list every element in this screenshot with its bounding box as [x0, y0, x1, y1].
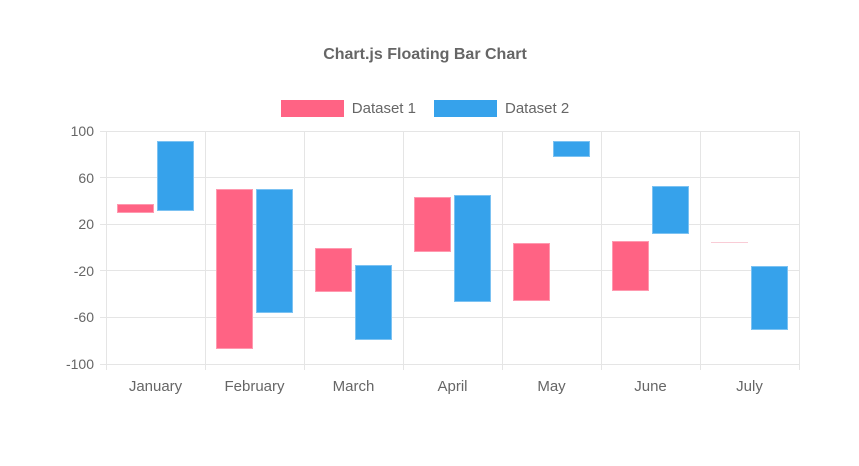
chart-title: Chart.js Floating Bar Chart [323, 46, 527, 63]
grid-line-v [600, 131, 602, 364]
legend-item-dataset-1[interactable]: Dataset 1 [280, 99, 416, 117]
x-axis-category-label: May [537, 378, 566, 395]
grid-line-v [699, 131, 701, 364]
bar-dataset1-february[interactable] [216, 189, 253, 349]
bar-dataset1-june[interactable] [612, 240, 649, 291]
grid-line-v [798, 131, 800, 364]
grid-line-v [501, 131, 503, 364]
legend-swatch-dataset-2[interactable] [434, 99, 497, 117]
y-axis-tick-label: 100 [70, 123, 94, 139]
bar-dataset1-may[interactable] [513, 242, 550, 302]
x-axis-category-label: February [224, 378, 285, 395]
bar-dataset2-february[interactable] [256, 189, 293, 313]
bar-dataset2-april[interactable] [454, 195, 491, 303]
grid-line-v [303, 131, 305, 364]
x-axis-category-label: January [128, 378, 183, 395]
legend-label-dataset-2: Dataset 2 [505, 99, 570, 117]
grid-line-v [402, 131, 404, 364]
y-axis-tick-label: -20 [73, 262, 94, 279]
grid-line-h [106, 363, 799, 365]
bar-dataset1-april[interactable] [414, 197, 451, 253]
y-axis-tick-mark [100, 270, 106, 272]
bar-dataset2-march[interactable] [355, 264, 392, 340]
chart-legend: Dataset 1 Dataset 2 [0, 99, 850, 117]
y-axis-tick-mark [100, 223, 106, 225]
x-axis-tick-mark [600, 364, 602, 370]
x-axis-tick-mark [105, 364, 107, 370]
y-axis-tick-mark [100, 130, 106, 132]
y-axis-tick-label: 20 [78, 216, 94, 233]
grid-line-v [105, 131, 107, 364]
y-axis-tick-mark [100, 177, 106, 179]
bar-dataset1-january[interactable] [117, 204, 154, 213]
plot-area [105, 130, 800, 365]
grid-line-h [106, 177, 799, 179]
y-axis-tick-label: -100 [65, 356, 94, 372]
x-axis-tick-mark [204, 364, 206, 370]
x-axis-tick-mark [798, 364, 800, 370]
x-axis-category-label: April [437, 378, 468, 395]
x-axis-tick-mark [402, 364, 404, 370]
legend-item-dataset-2[interactable]: Dataset 2 [434, 99, 570, 117]
x-axis-category-label: March [332, 378, 375, 395]
grid-line-h [106, 270, 799, 272]
y-axis-tick-label: 60 [78, 169, 94, 186]
grid-line-h [106, 223, 799, 225]
legend-label-dataset-1: Dataset 1 [351, 99, 416, 117]
bar-dataset1-march[interactable] [315, 247, 352, 292]
y-axis-tick-mark [100, 316, 106, 318]
bar-dataset2-may[interactable] [553, 141, 590, 157]
x-axis-tick-mark [699, 364, 701, 370]
legend-swatch-dataset-1[interactable] [280, 99, 344, 117]
bar-dataset2-july[interactable] [751, 266, 788, 331]
grid-line-h [106, 316, 799, 318]
grid-line-h [106, 130, 799, 132]
grid-line-v [204, 131, 206, 364]
x-axis-category-label: July [736, 378, 763, 395]
x-axis-category-label: June [634, 378, 667, 395]
y-axis-tick-mark [100, 363, 106, 365]
bar-dataset2-june[interactable] [652, 185, 689, 234]
x-axis-tick-mark [501, 364, 503, 370]
y-axis-tick-label: -60 [73, 309, 94, 326]
bar-dataset2-january[interactable] [157, 141, 194, 212]
x-axis-tick-mark [303, 364, 305, 370]
bar-dataset1-july[interactable] [711, 241, 748, 244]
